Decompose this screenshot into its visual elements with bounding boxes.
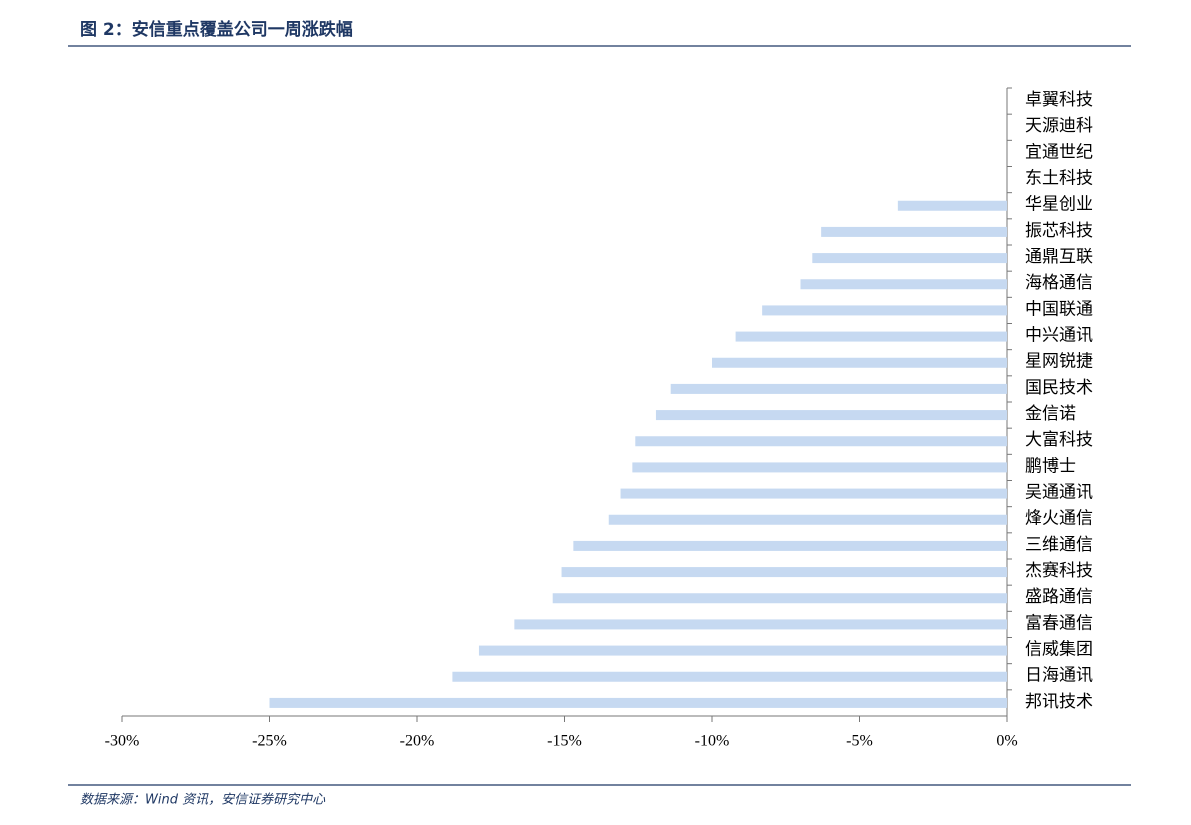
- y-tick-label: 海格通信: [1025, 273, 1093, 292]
- y-tick-label: 卓翼科技: [1025, 90, 1093, 109]
- bar: [552, 593, 1007, 604]
- chart-title: 图 2：安信重点覆盖公司一周涨跌幅: [80, 19, 353, 40]
- y-tick-label: 天源迪科: [1025, 116, 1093, 135]
- y-tick-label: 吴通通讯: [1025, 482, 1093, 501]
- bar: [821, 226, 1007, 237]
- y-tick-label: 通鼎互联: [1025, 247, 1093, 266]
- x-tick-label: -20%: [400, 733, 435, 750]
- y-tick-label: 振芯科技: [1025, 221, 1093, 240]
- y-tick-label: 邦讯技术: [1025, 692, 1093, 711]
- y-tick-label: 大富科技: [1025, 430, 1093, 449]
- y-tick-label: 鹏博士: [1025, 456, 1076, 475]
- y-tick-label: 杰赛科技: [1025, 560, 1093, 580]
- y-tick-label: 中兴通讯: [1025, 325, 1093, 344]
- y-tick-label: 烽火通信: [1025, 509, 1093, 528]
- bar: [655, 410, 1007, 421]
- bar: [561, 567, 1007, 578]
- bar: [635, 436, 1007, 447]
- y-tick-label: 中国联通: [1025, 299, 1093, 318]
- x-tick-label: -30%: [105, 733, 140, 750]
- y-tick-label: 盛路通信: [1025, 587, 1093, 606]
- bar: [812, 253, 1007, 264]
- y-tick-label: 华星创业: [1025, 195, 1093, 214]
- source-note: 数据来源：Wind 资讯，安信证券研究中心: [80, 792, 326, 808]
- bar: [897, 200, 1007, 211]
- bar: [670, 383, 1007, 394]
- bar: [269, 697, 1007, 708]
- y-tick-label: 国民技术: [1025, 378, 1093, 397]
- bar: [608, 514, 1007, 525]
- y-tick-label: 三维通信: [1025, 535, 1093, 554]
- bar: [735, 331, 1007, 342]
- x-tick-label: -10%: [695, 733, 730, 750]
- x-tick-label: -5%: [846, 733, 873, 750]
- bar: [800, 279, 1007, 290]
- bar: [514, 619, 1007, 630]
- y-tick-label: 富春通信: [1025, 613, 1093, 632]
- bar: [478, 645, 1007, 656]
- y-tick-label: 日海通讯: [1025, 666, 1093, 685]
- bar: [620, 488, 1007, 499]
- bar: [762, 305, 1007, 316]
- y-tick-label: 信威集团: [1025, 639, 1093, 658]
- y-tick-label: 宜通世纪: [1025, 142, 1093, 161]
- bar: [452, 671, 1007, 682]
- y-tick-label: 金信诺: [1025, 404, 1076, 423]
- bar: [632, 462, 1007, 473]
- y-tick-label: 星网锐捷: [1025, 352, 1093, 371]
- y-tick-label: 东土科技: [1025, 168, 1093, 187]
- x-tick-label: -25%: [252, 733, 287, 750]
- x-tick-label: 0%: [996, 733, 1017, 750]
- bar: [712, 357, 1007, 368]
- bar: [573, 540, 1007, 551]
- x-tick-label: -15%: [547, 733, 582, 750]
